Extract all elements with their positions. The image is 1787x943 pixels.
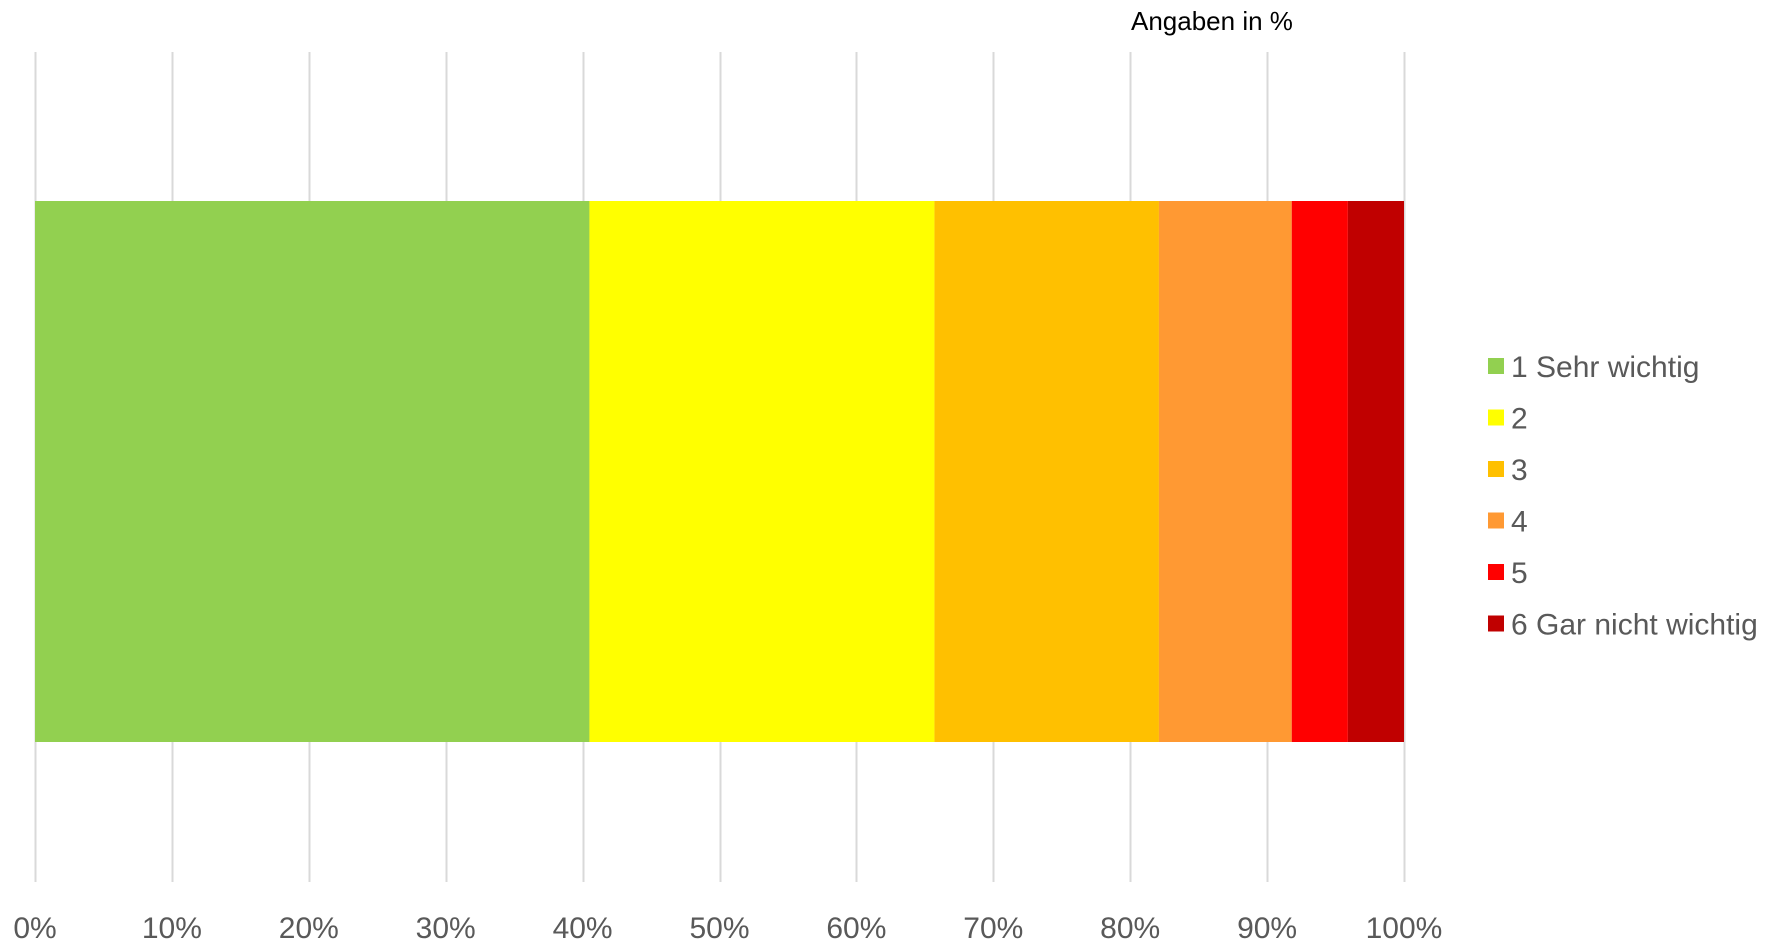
legend-label-5: 5 [1511, 557, 1528, 590]
bar-segment-3 [934, 201, 1159, 742]
bar-segment-6 [1347, 201, 1404, 742]
legend-swatch-4 [1488, 512, 1504, 529]
legend-label-2: 2 [1511, 403, 1528, 436]
bar-segments [35, 201, 1404, 742]
legend-swatch-6 [1488, 615, 1504, 632]
bar-segment-5 [1291, 201, 1348, 742]
bar-segment-2 [589, 201, 935, 742]
x-tick-label: 60% [826, 912, 886, 943]
legend-label-1: 1 Sehr wichtig [1511, 351, 1699, 384]
legend-label-4: 4 [1511, 506, 1528, 539]
x-tick-label: 80% [1100, 912, 1160, 943]
x-tick-label: 10% [142, 912, 202, 943]
legend-label-6: 6 Gar nicht wichtig [1511, 609, 1758, 642]
legend-swatch-1 [1488, 358, 1504, 374]
x-tick-label: 0% [13, 912, 56, 943]
x-tick-label: 50% [689, 912, 749, 943]
legend-swatch-5 [1488, 564, 1504, 580]
bar-segment-1 [35, 201, 590, 742]
x-tick-label: 40% [553, 912, 613, 943]
legend-swatch-3 [1488, 461, 1504, 477]
chart-annotation: Angaben in % [1131, 6, 1293, 36]
x-tick-label: 100% [1366, 912, 1443, 943]
x-tick-label: 90% [1237, 912, 1297, 943]
legend: 1 Sehr wichtig 2 3 4 5 6 Gar nicht wichtig [1488, 351, 1758, 642]
x-tick-label: 20% [279, 912, 339, 943]
legend-swatch-2 [1488, 409, 1504, 426]
x-axis-tick-labels: 0% 10% 20% 30% 40% 50% 60% 70% 80% 90% 100% [13, 912, 1442, 943]
x-tick-label: 30% [416, 912, 476, 943]
legend-label-3: 3 [1511, 454, 1528, 487]
x-tick-label: 70% [963, 912, 1023, 943]
bar-segment-4 [1158, 201, 1292, 742]
